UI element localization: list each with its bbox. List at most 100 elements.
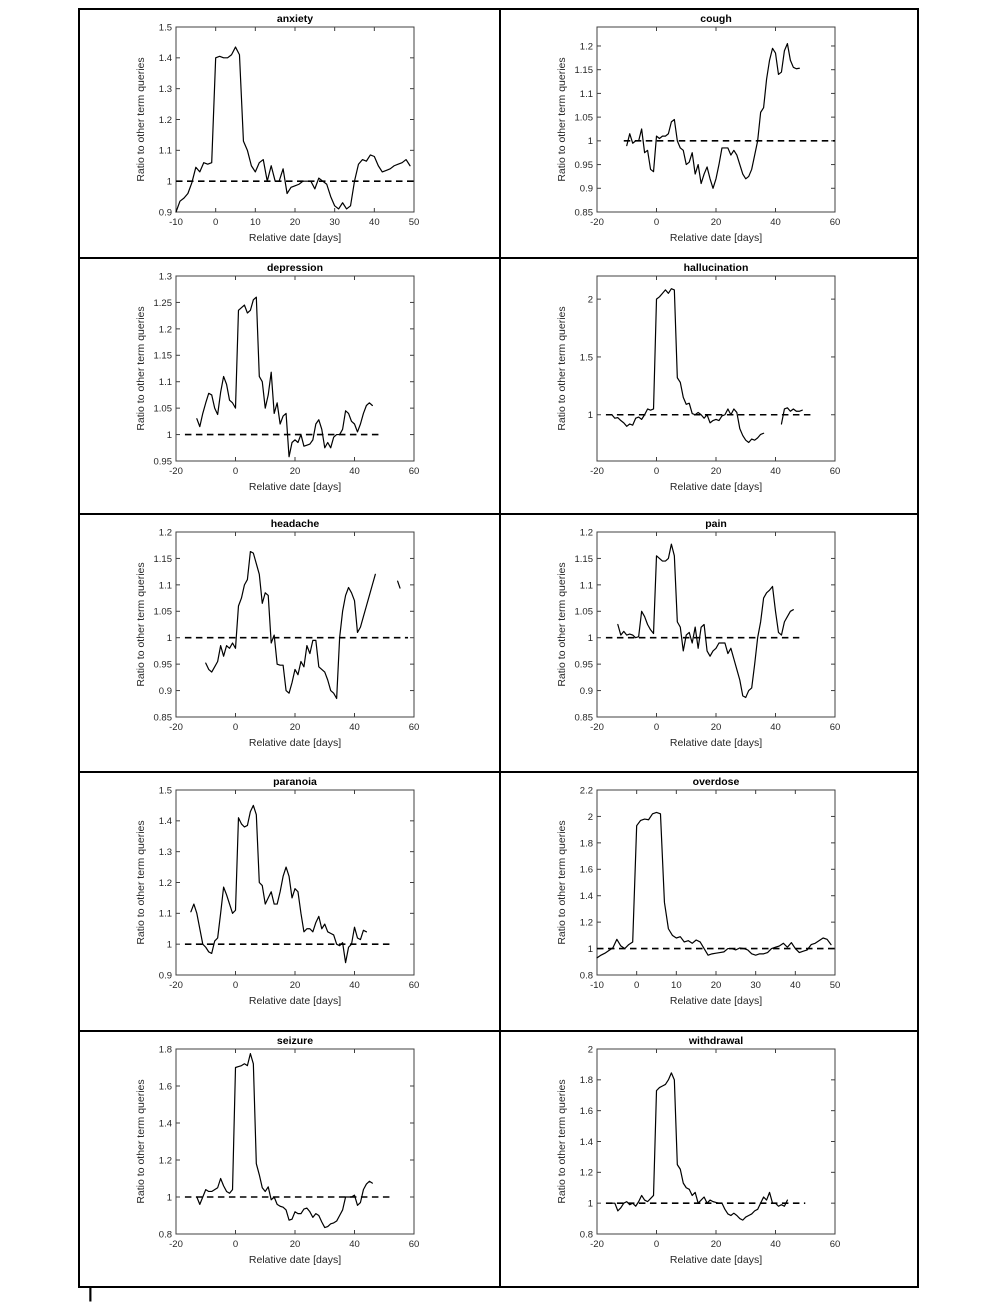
- y-tick-label: 0.9: [159, 686, 172, 697]
- axes-box: [596, 26, 836, 213]
- chart-title: anxiety: [277, 13, 313, 25]
- chart-cell: -20 0 20 40 60 0.85 0.9 0.95 1 1.05 1.1 1.15 1.2 head…: [80, 515, 501, 773]
- x-tick-label: 60: [409, 722, 420, 733]
- x-tick-label: 20: [711, 466, 722, 477]
- x-tick-label: 10: [250, 217, 261, 228]
- y-tick-label: 1.6: [159, 1081, 172, 1092]
- y-tick-label: 0.95: [575, 660, 594, 671]
- y-tick-label: 2.2: [580, 785, 593, 796]
- x-tick-label: 20: [711, 722, 722, 733]
- y-tick-label: 1.2: [580, 1168, 593, 1179]
- chart-title: cough: [700, 13, 732, 25]
- y-tick-label: 1.05: [154, 404, 173, 415]
- y-axis-label: Ratio to other term queries: [556, 1079, 568, 1203]
- x-tick-label: 20: [290, 1239, 301, 1250]
- x-tick-label: 30: [329, 217, 340, 228]
- y-tick-label: 0.95: [154, 660, 173, 671]
- cough-chart: -20 0 20 40 60 0.85 0.9 0.95 1 1.05 1.1 1.15 1.2 coug…: [556, 13, 841, 244]
- x-tick-label: 40: [770, 722, 781, 733]
- y-tick-label: 0.85: [575, 712, 594, 723]
- depression-chart: -20 0 20 40 60 0.95 1 1.05 1.1 1.15 1.2 1.25 1.3 depr…: [135, 262, 420, 493]
- x-tick-label: -20: [590, 1239, 604, 1250]
- y-tick-label: 1.1: [159, 377, 172, 388]
- series-line-ratio: [175, 46, 411, 213]
- x-tick-label: 30: [750, 980, 761, 991]
- x-tick-label: 60: [830, 217, 841, 228]
- seizure-chart: -20 0 20 40 60 0.8 1 1.2 1.4 1.6 1.8 seizure Relativ…: [135, 1035, 419, 1266]
- headache-chart: -20 0 20 40 60 0.85 0.9 0.95 1 1.05 1.1 1.15 1.2 head…: [135, 518, 420, 749]
- y-tick-label: 1.2: [580, 918, 593, 929]
- withdrawal-chart: -20 0 20 40 60 0.8 1 1.2 1.4 1.6 1.8 2 withdrawal Rel…: [556, 1035, 840, 1266]
- x-tick-label: 0: [654, 722, 659, 733]
- chart-cell: -20 0 20 40 60 0.8 1 1.2 1.4 1.6 1.8 seizure Relativ…: [80, 1032, 501, 1286]
- axes-box: [175, 26, 415, 213]
- y-tick-label: 1.5: [580, 352, 593, 363]
- x-tick-label: 0: [233, 722, 238, 733]
- paranoia-chart: -20 0 20 40 60 0.9 1 1.1 1.2 1.3 1.4 1.5 paranoia Rel…: [135, 776, 419, 1007]
- x-axis-label: Relative date [days]: [670, 232, 762, 244]
- x-axis-label: Relative date [days]: [249, 995, 341, 1007]
- x-tick-label: 0: [213, 217, 218, 228]
- x-tick-label: 60: [830, 722, 841, 733]
- y-tick-label: 0.85: [154, 712, 173, 723]
- y-tick-label: 1.6: [580, 1106, 593, 1117]
- y-axis-label: Ratio to other term queries: [135, 820, 147, 944]
- x-tick-label: 50: [409, 217, 420, 228]
- y-tick-label: 1.8: [580, 1075, 593, 1086]
- anxiety-chart: -10 0 10 20 30 40 50 0.9 1 1.1 1.2 1.3 1.4 1.5 anxiety…: [135, 13, 420, 244]
- x-axis-label: Relative date [days]: [670, 481, 762, 493]
- series-line-ratio: [611, 288, 765, 444]
- axes-box: [175, 1048, 415, 1235]
- x-tick-label: 60: [409, 466, 420, 477]
- y-tick-label: 1: [167, 940, 172, 951]
- hallucination-chart: -20 0 20 40 60 1 1.5 2 hallucination Relative dat…: [556, 262, 841, 493]
- axes-box: [175, 531, 415, 718]
- y-tick-label: 1.4: [580, 1137, 593, 1148]
- y-tick-label: 0.85: [575, 207, 594, 218]
- y-tick-label: 1: [167, 177, 172, 188]
- chart-title: paranoia: [273, 776, 317, 788]
- y-tick-label: 0.8: [580, 1229, 593, 1240]
- series-line-ratio: [617, 543, 794, 699]
- chart-cell: -20 0 20 40 60 1 1.5 2 hallucination Relative dat…: [501, 259, 917, 515]
- x-tick-label: 0: [233, 466, 238, 477]
- chart-cell: -20 0 20 40 60 0.9 1 1.1 1.2 1.3 1.4 1.5 paranoia Rel…: [80, 773, 501, 1032]
- x-axis-label: Relative date [days]: [249, 1254, 341, 1266]
- y-tick-label: 1: [167, 1192, 172, 1203]
- y-tick-label: 1.1: [580, 89, 593, 100]
- y-tick-label: 1.05: [575, 113, 594, 124]
- y-tick-label: 1.5: [159, 22, 172, 33]
- x-tick-label: -10: [169, 217, 183, 228]
- x-tick-label: 40: [349, 1239, 360, 1250]
- y-tick-label: 1.15: [154, 554, 173, 565]
- x-tick-label: -20: [169, 1239, 183, 1250]
- x-tick-label: 40: [369, 217, 380, 228]
- y-tick-label: 1.05: [154, 607, 173, 618]
- chart-cell: -20 0 20 40 60 0.85 0.9 0.95 1 1.05 1.1 1.15 1.2 pain…: [501, 515, 917, 773]
- y-axis-label: Ratio to other term queries: [135, 562, 147, 686]
- y-tick-label: 1.4: [159, 816, 172, 827]
- axes-box: [175, 789, 415, 976]
- x-axis-label: Relative date [days]: [670, 737, 762, 749]
- y-tick-label: 1.2: [159, 878, 172, 889]
- y-tick-label: 1.1: [159, 909, 172, 920]
- y-tick-label: 1.3: [159, 84, 172, 95]
- x-tick-label: -20: [590, 722, 604, 733]
- y-tick-label: 1.4: [580, 891, 593, 902]
- x-tick-label: 60: [830, 466, 841, 477]
- x-tick-label: 0: [233, 1239, 238, 1250]
- y-tick-label: 1.2: [159, 1155, 172, 1166]
- x-tick-label: 0: [654, 217, 659, 228]
- x-tick-label: 0: [654, 466, 659, 477]
- y-tick-label: 1.25: [154, 298, 173, 309]
- x-axis-label: Relative date [days]: [249, 232, 341, 244]
- y-tick-label: 0.8: [580, 970, 593, 981]
- axes-box: [175, 275, 415, 462]
- y-tick-label: 0.9: [580, 184, 593, 195]
- y-axis-label: Ratio to other term queries: [556, 57, 568, 181]
- axes-box: [596, 275, 836, 462]
- x-tick-label: 10: [671, 980, 682, 991]
- y-tick-label: 1: [167, 633, 172, 644]
- y-tick-label: 1.15: [154, 351, 173, 362]
- x-tick-label: -20: [169, 466, 183, 477]
